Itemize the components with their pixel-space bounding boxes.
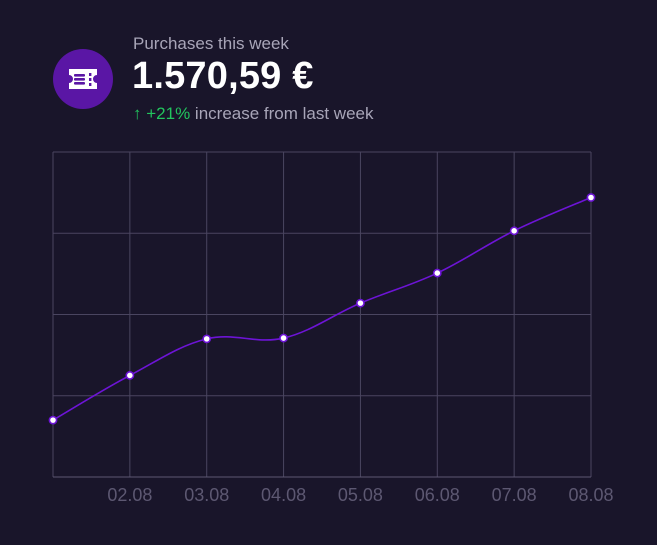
data-point <box>509 226 519 236</box>
card-subtitle: Purchases this week <box>133 34 289 53</box>
data-point <box>48 415 58 425</box>
trend-arrow-icon: ↑ <box>133 104 142 123</box>
data-point <box>432 268 442 278</box>
x-tick-label: 07.08 <box>492 485 537 505</box>
trend-text: increase from last week <box>194 104 374 123</box>
trend-summary: ↑ +21% increase from last week <box>133 104 374 124</box>
data-point <box>356 298 365 308</box>
purchase-amount: 1.570,59 € <box>132 55 314 97</box>
x-tick-label: 02.08 <box>107 485 152 505</box>
ticket-icon-badge <box>53 49 113 109</box>
x-tick-label: 06.08 <box>415 485 460 505</box>
data-point <box>125 371 135 380</box>
x-tick-label: 03.08 <box>184 485 229 505</box>
x-tick-label: 08.08 <box>568 485 613 505</box>
data-point <box>202 334 212 344</box>
data-point <box>279 333 288 343</box>
ticket-icon <box>69 69 97 89</box>
data-point <box>586 193 596 202</box>
x-tick-label: 04.08 <box>261 485 306 505</box>
series-line <box>52 196 592 421</box>
x-tick-label: 05.08 <box>338 485 383 505</box>
trend-value: +21% <box>146 104 191 123</box>
